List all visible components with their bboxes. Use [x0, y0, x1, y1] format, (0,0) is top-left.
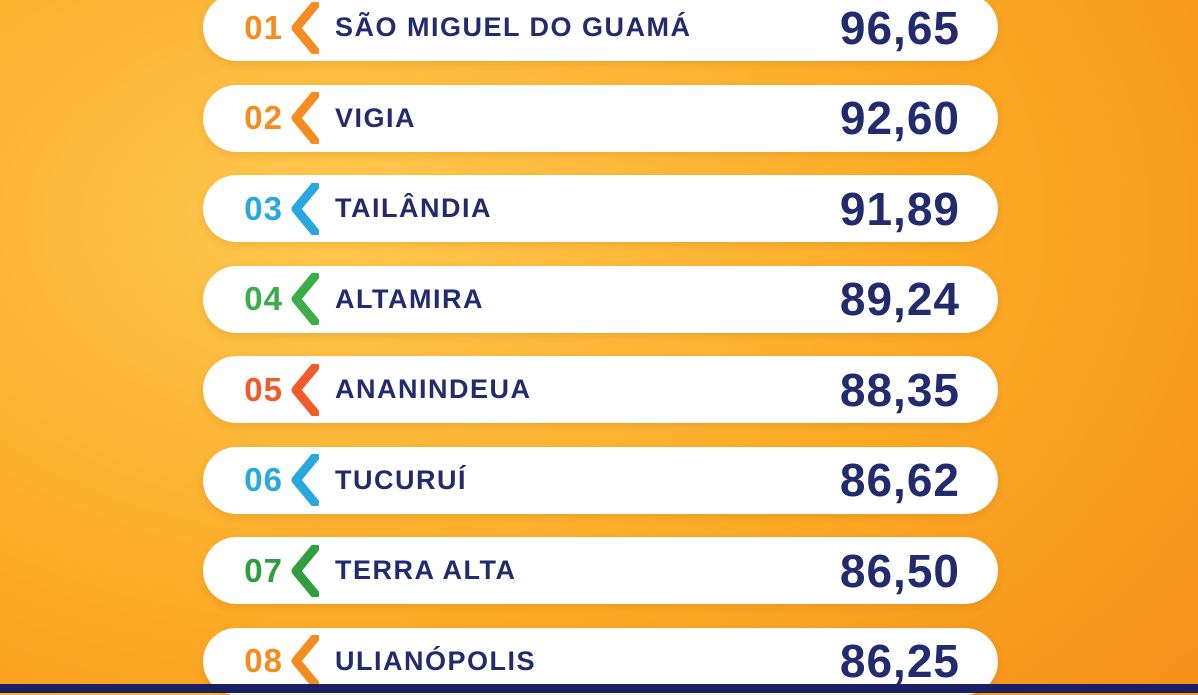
chevron-left-icon — [289, 454, 319, 506]
municipality-name: TERRA ALTA — [335, 555, 517, 585]
rank-number: 04 — [244, 280, 283, 317]
rank-number: 07 — [244, 551, 283, 589]
rank-number: 06 — [244, 461, 283, 498]
ranking-row: 08 ULIANÓPOLIS 86,25 — [203, 627, 998, 695]
chevron-left-icon — [289, 544, 319, 597]
rank-number: 01 — [244, 8, 283, 46]
score-value: 89,24 — [839, 273, 960, 325]
municipality-name: ANANINDEUA — [335, 374, 532, 404]
municipality-name: ULIANÓPOLIS — [335, 645, 537, 676]
ranking-row: 03 TAILÂNDIA 91,89 — [203, 175, 998, 242]
score-value: 86,62 — [839, 454, 960, 506]
ranking-row: 06 TUCURUÍ 86,62 — [203, 446, 998, 514]
score-value: 92,60 — [839, 92, 960, 144]
score-value: 86,25 — [839, 635, 960, 687]
rank-number: 02 — [244, 99, 283, 136]
rank-number: 03 — [244, 189, 283, 227]
rank-number: 05 — [244, 370, 283, 408]
chevron-left-icon — [289, 635, 319, 687]
ranking-list: 01 SÃO MIGUEL DO GUAMÁ 96,65 02 VIGIA 92… — [203, 0, 998, 695]
ranking-row: 04 ALTAMIRA 89,24 — [203, 265, 998, 333]
chevron-left-icon — [289, 182, 319, 235]
municipality-name: SÃO MIGUEL DO GUAMÁ — [335, 12, 692, 42]
chevron-left-icon — [289, 92, 319, 144]
municipality-name: TAILÂNDIA — [335, 193, 492, 223]
chevron-left-icon — [289, 363, 319, 416]
municipality-name: TUCURUÍ — [335, 464, 467, 495]
rank-number: 08 — [244, 642, 283, 679]
chevron-left-icon — [289, 273, 319, 325]
municipality-name: ALTAMIRA — [335, 283, 484, 314]
ranking-row: 07 TERRA ALTA 86,50 — [203, 537, 998, 604]
ranking-row: 01 SÃO MIGUEL DO GUAMÁ 96,65 — [203, 0, 998, 61]
ranking-row: 05 ANANINDEUA 88,35 — [203, 356, 998, 423]
score-value: 96,65 — [839, 1, 960, 54]
ranking-row: 02 VIGIA 92,60 — [203, 84, 998, 152]
score-value: 86,50 — [839, 544, 960, 597]
bottom-bar — [0, 684, 1198, 693]
chevron-left-icon — [289, 1, 319, 54]
municipality-name: VIGIA — [335, 102, 417, 133]
score-value: 91,89 — [839, 182, 960, 235]
score-value: 88,35 — [839, 363, 960, 416]
